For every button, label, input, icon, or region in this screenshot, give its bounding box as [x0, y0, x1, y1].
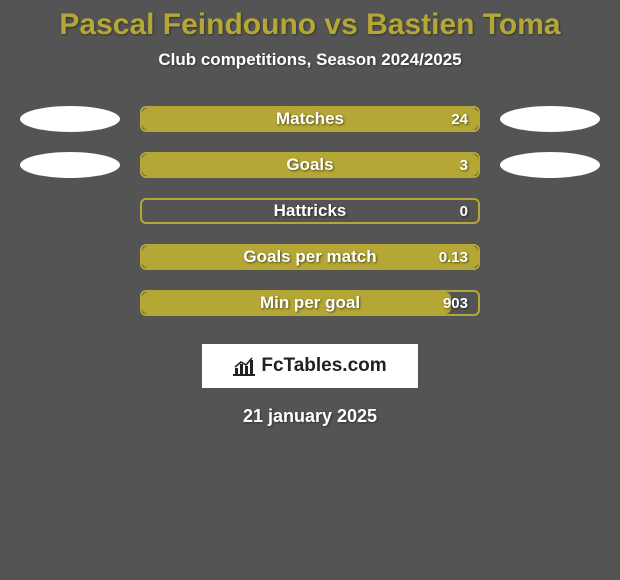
stat-row: Goals per match0.13	[0, 244, 620, 270]
date-text: 21 january 2025	[0, 406, 620, 427]
left-ellipse	[20, 106, 120, 132]
bar-outer	[140, 152, 480, 178]
bar-outer	[140, 244, 480, 270]
stat-bar: Matches24	[140, 106, 480, 132]
stat-row: Hattricks0	[0, 198, 620, 224]
stat-bar: Hattricks0	[140, 198, 480, 224]
subtitle: Club competitions, Season 2024/2025	[0, 50, 620, 70]
right-ellipse	[500, 152, 600, 178]
brand-text: FcTables.com	[261, 355, 386, 377]
stat-bar: Min per goal903	[140, 290, 480, 316]
stats-container: Matches24 Goals3 Hattricks0 Goals per match…	[0, 106, 620, 316]
stat-row: Goals3	[0, 152, 620, 178]
left-ellipse	[20, 152, 120, 178]
page-title: Pascal Feindouno vs Bastien Toma	[0, 0, 620, 42]
chart-icon	[233, 356, 255, 376]
right-ellipse	[500, 106, 600, 132]
bar-outer	[140, 106, 480, 132]
bar-inner	[142, 292, 451, 314]
page-root: Pascal Feindouno vs Bastien Toma Club co…	[0, 0, 620, 580]
stat-bar: Goals3	[140, 152, 480, 178]
stat-row: Min per goal903	[0, 290, 620, 316]
stat-row: Matches24	[0, 106, 620, 132]
bar-inner	[142, 154, 478, 176]
brand-box: FcTables.com	[202, 344, 418, 388]
bar-inner	[142, 246, 478, 268]
bar-inner	[142, 108, 478, 130]
bar-outer	[140, 290, 480, 316]
bar-outer	[140, 198, 480, 224]
stat-bar: Goals per match0.13	[140, 244, 480, 270]
